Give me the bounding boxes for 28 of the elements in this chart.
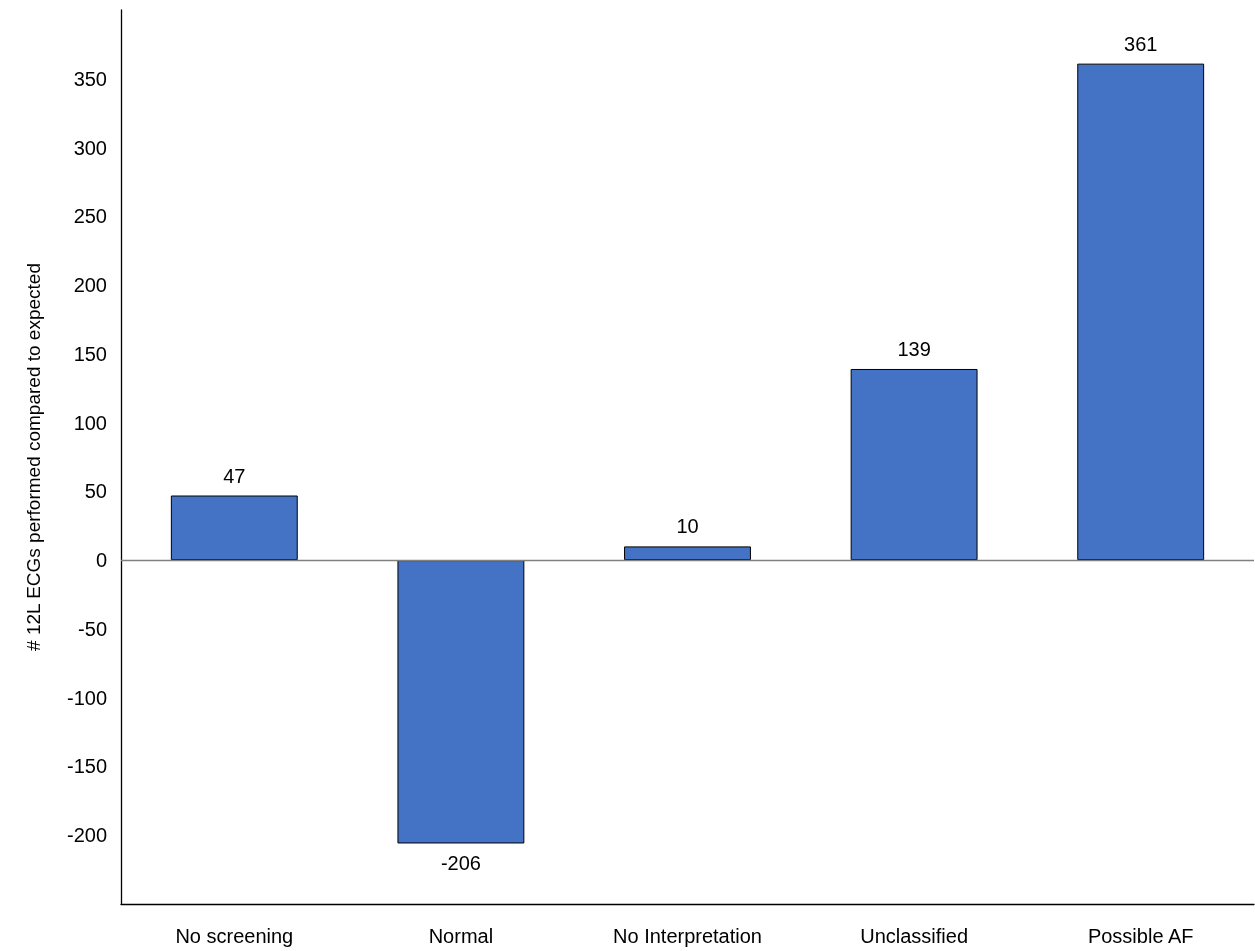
data-label: -206: [440, 852, 481, 875]
y-tick-label: 350: [73, 67, 107, 90]
y-tick-label: 50: [84, 480, 107, 503]
bar: [1077, 63, 1205, 561]
y-axis-title: # 12L ECGs performed compared to expected: [23, 263, 44, 651]
y-tick-label: 0: [95, 549, 107, 572]
y-tick-label: -200: [66, 824, 107, 847]
x-tick-label: Normal: [428, 925, 494, 947]
y-tick-label: 100: [73, 411, 107, 434]
y-tick-label: -100: [66, 686, 107, 709]
bar: [397, 560, 525, 844]
data-label: 139: [897, 337, 931, 360]
data-label: 361: [1124, 32, 1158, 55]
y-tick-label: 250: [73, 205, 107, 228]
bar: [624, 546, 751, 561]
bar: [170, 495, 298, 561]
data-label: 47: [223, 464, 246, 487]
data-label: 10: [676, 515, 699, 538]
bar: [850, 368, 978, 561]
y-tick-label: 150: [73, 342, 107, 365]
y-tick-label: -50: [78, 617, 107, 640]
x-tick-label: No Interpretation: [613, 925, 762, 947]
x-tick-label: Unclassified: [860, 925, 969, 947]
y-tick-label: -150: [66, 755, 107, 778]
y-tick-label: 200: [73, 274, 107, 297]
y-tick-label: 300: [73, 136, 107, 159]
x-tick-label: No screening: [175, 925, 294, 947]
x-tick-label: Possible AF: [1087, 925, 1194, 947]
